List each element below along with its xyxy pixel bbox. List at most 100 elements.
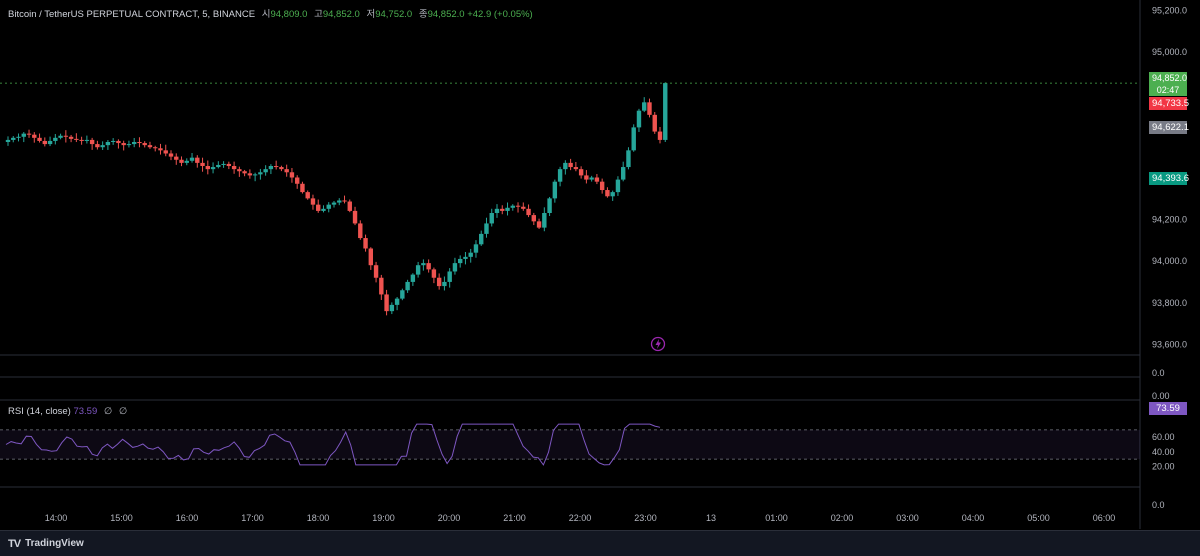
candle-body[interactable] <box>400 290 405 299</box>
candle-body[interactable] <box>195 157 200 163</box>
candle-body[interactable] <box>657 131 663 140</box>
candle-body[interactable] <box>26 133 32 135</box>
candle-body[interactable] <box>389 304 395 312</box>
candle-body[interactable] <box>58 135 63 138</box>
candle-body[interactable] <box>116 140 121 144</box>
candle-body[interactable] <box>484 223 489 234</box>
candle-body[interactable] <box>526 208 531 216</box>
candle-body[interactable] <box>500 208 505 211</box>
candle-body[interactable] <box>415 265 421 275</box>
candle-body[interactable] <box>231 166 237 170</box>
candle-body[interactable] <box>447 271 452 282</box>
candle-body[interactable] <box>189 157 195 161</box>
candle-body[interactable] <box>247 173 253 176</box>
candle-body[interactable] <box>305 192 310 199</box>
candle-body[interactable] <box>599 181 605 191</box>
candle-body[interactable] <box>358 223 363 239</box>
candle-body[interactable] <box>79 139 84 141</box>
candle-body[interactable] <box>163 150 168 154</box>
candle-body[interactable] <box>510 205 515 208</box>
candle-body[interactable] <box>410 274 416 282</box>
candle-body[interactable] <box>452 263 458 272</box>
candle-body[interactable] <box>310 198 316 205</box>
candle-body[interactable] <box>42 140 48 145</box>
candle-body[interactable] <box>573 167 579 170</box>
candle-body[interactable] <box>273 166 279 168</box>
candle-body[interactable] <box>631 127 636 151</box>
candle-body[interactable] <box>237 169 242 172</box>
candle-body[interactable] <box>610 192 615 197</box>
candle-body[interactable] <box>463 256 468 259</box>
candle-body[interactable] <box>394 298 400 305</box>
candle-body[interactable] <box>242 171 247 174</box>
candle-body[interactable] <box>568 162 573 168</box>
candle-body[interactable] <box>294 177 300 184</box>
candle-body[interactable] <box>542 213 547 228</box>
candle-body[interactable] <box>589 177 594 180</box>
candle-body[interactable] <box>531 215 537 222</box>
candle-body[interactable] <box>137 142 142 144</box>
candle-body[interactable] <box>184 160 189 163</box>
candle-body[interactable] <box>552 181 558 199</box>
candle-body[interactable] <box>626 150 631 168</box>
candle-body[interactable] <box>105 142 111 146</box>
candle-body[interactable] <box>131 142 137 145</box>
candle-body[interactable] <box>379 277 384 295</box>
candle-body[interactable] <box>473 244 479 253</box>
candle-body[interactable] <box>47 140 53 145</box>
candle-body[interactable] <box>489 213 494 224</box>
candle-body[interactable] <box>95 144 100 148</box>
candle-body[interactable] <box>663 83 668 140</box>
candle-body[interactable] <box>74 138 79 140</box>
rsi-legend[interactable]: RSI (14, close) 73.59 ∅ ∅ <box>8 406 127 417</box>
candle-body[interactable] <box>168 153 174 157</box>
candle-body[interactable] <box>368 248 374 266</box>
candle-body[interactable] <box>11 137 16 140</box>
candle-body[interactable] <box>268 166 274 170</box>
candle-body[interactable] <box>153 147 158 149</box>
candle-body[interactable] <box>100 145 105 148</box>
candle-body[interactable] <box>226 163 232 167</box>
candle-body[interactable] <box>563 162 568 170</box>
candle-body[interactable] <box>63 135 69 137</box>
candle-body[interactable] <box>620 167 626 180</box>
candle-body[interactable] <box>316 204 321 211</box>
candle-body[interactable] <box>547 198 552 213</box>
candle-body[interactable] <box>216 164 221 168</box>
candle-body[interactable] <box>442 281 447 287</box>
candle-body[interactable] <box>110 140 116 142</box>
candle-body[interactable] <box>179 159 184 163</box>
candle-body[interactable] <box>89 139 95 145</box>
candle-body[interactable] <box>584 175 589 180</box>
candle-body[interactable] <box>479 233 484 245</box>
candle-body[interactable] <box>615 179 621 193</box>
candle-body[interactable] <box>594 177 600 182</box>
candle-body[interactable] <box>289 172 295 178</box>
candle-body[interactable] <box>436 277 442 287</box>
candle-body[interactable] <box>331 202 337 205</box>
candle-body[interactable] <box>142 143 147 146</box>
candle-body[interactable] <box>53 137 58 141</box>
candle-body[interactable] <box>363 238 368 249</box>
candle-body[interactable] <box>284 169 289 173</box>
candle-body[interactable] <box>300 183 305 193</box>
candle-body[interactable] <box>326 204 331 209</box>
candle-body[interactable] <box>515 205 521 207</box>
candle-body[interactable] <box>32 134 37 138</box>
candle-body[interactable] <box>647 102 652 115</box>
candle-body[interactable] <box>521 206 526 209</box>
candle-body[interactable] <box>5 139 11 142</box>
candle-body[interactable] <box>37 137 42 141</box>
candle-body[interactable] <box>279 167 284 170</box>
candle-body[interactable] <box>342 200 347 202</box>
candle-body[interactable] <box>121 143 126 146</box>
candle-body[interactable] <box>147 145 153 148</box>
candle-body[interactable] <box>505 207 510 211</box>
candle-body[interactable] <box>68 136 74 139</box>
candle-body[interactable] <box>426 263 431 270</box>
candle-body[interactable] <box>605 190 610 197</box>
tradingview-logo[interactable]: TV TradingView <box>8 538 84 550</box>
symbol-title[interactable]: Bitcoin / TetherUS PERPETUAL CONTRACT, 5… <box>8 9 256 20</box>
